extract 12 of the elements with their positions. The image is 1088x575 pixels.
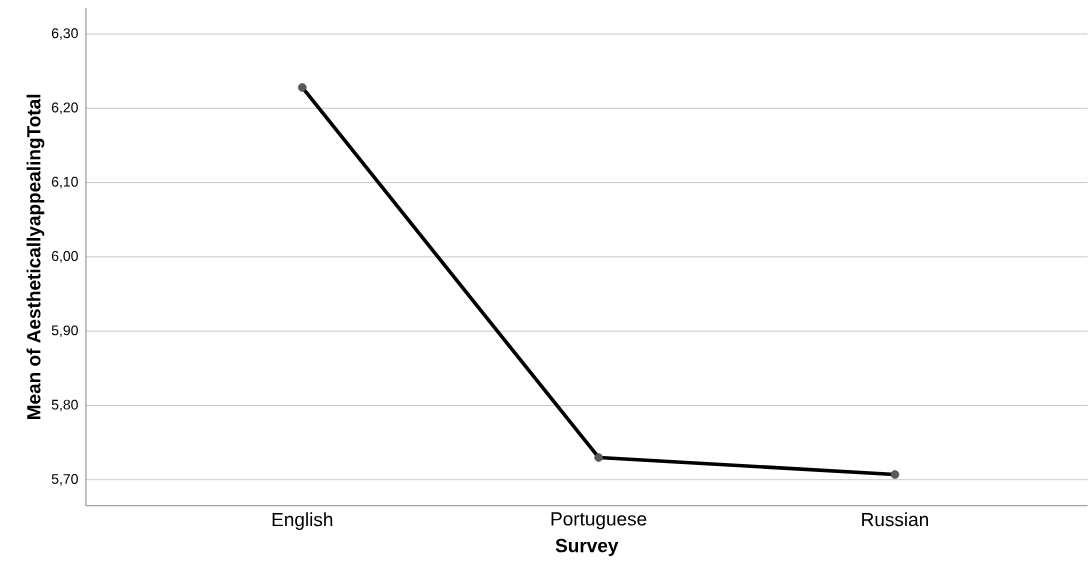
x-tick-label: Portuguese (551, 512, 647, 530)
x-tick-label: English (272, 512, 333, 531)
y-tick-label: 6,00 (51, 251, 78, 263)
y-tick-label: 5,80 (51, 399, 78, 412)
y-tick-label: 5,70 (51, 474, 78, 486)
x-axis-title: Survey (555, 539, 619, 557)
y-tick-label: 6,30 (51, 28, 78, 40)
y-tick-label: 5,90 (51, 325, 78, 338)
y-tick-label: 6,20 (51, 102, 78, 115)
y-axis-title: Mean of AestheticallyappealingTotal (26, 94, 45, 420)
x-tick-label: Russian (862, 512, 928, 527)
y-tick-label: 6,10 (51, 176, 78, 189)
